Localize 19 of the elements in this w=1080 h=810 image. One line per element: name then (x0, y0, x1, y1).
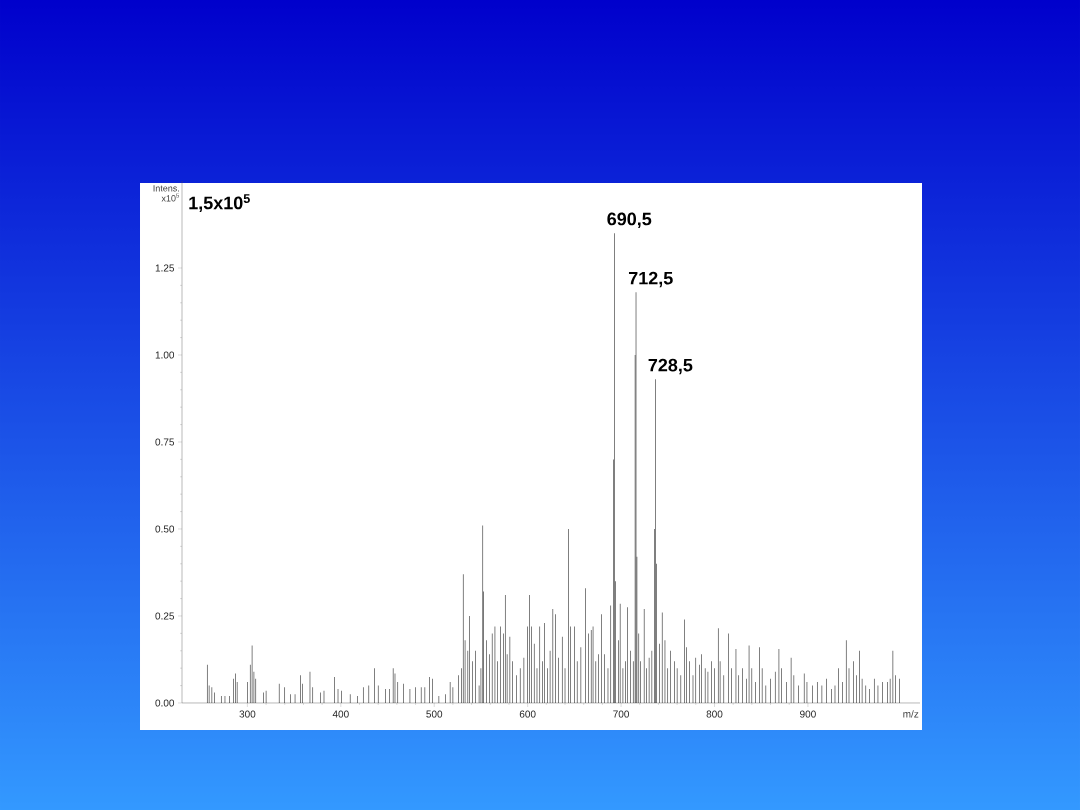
x-tick-label: 600 (519, 710, 536, 718)
y-tick-label: 0.50 (155, 525, 175, 533)
x-tick-label: 700 (613, 710, 630, 718)
y-tick-label: 0.75 (155, 438, 175, 446)
annotation: 728,5 (648, 358, 693, 375)
y-tick-label: 0.00 (155, 699, 175, 707)
x-tick-label: 800 (706, 710, 723, 718)
y-tick-label: 0.25 (155, 612, 175, 620)
y-tick-label: 1.00 (155, 351, 175, 359)
y-tick-label: 1.25 (155, 264, 175, 272)
annotation: 712,5 (628, 271, 673, 288)
x-axis-title: m/z (903, 710, 919, 718)
x-tick-label: 400 (332, 710, 349, 718)
annotation: 690,5 (607, 212, 652, 228)
x-tick-label: 500 (426, 710, 443, 718)
annotation: 1,5x10$^{5}$ (189, 194, 250, 212)
x-tick-label: 300 (239, 710, 256, 718)
y-axis-title: Intens. x10$^{5}$ (153, 185, 180, 202)
x-tick-label: 900 (800, 710, 816, 718)
